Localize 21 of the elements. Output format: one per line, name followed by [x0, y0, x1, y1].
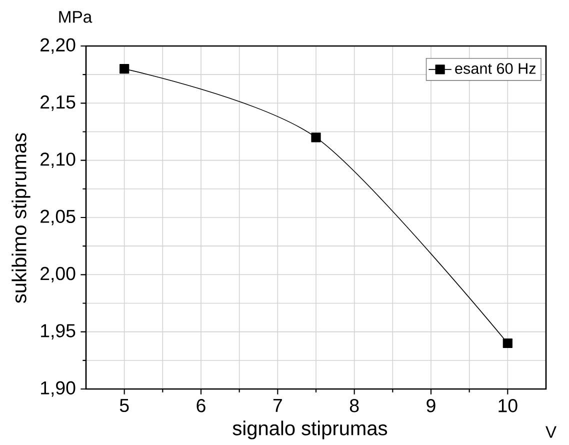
y-tick-label: 2,15 — [40, 95, 76, 111]
y-tick-label: 2,05 — [40, 210, 76, 226]
x-tick-label: 9 — [426, 399, 436, 412]
point — [120, 64, 130, 74]
x-tick-label: 10 — [498, 399, 518, 412]
text: MPa — [59, 11, 92, 23]
y-tick-label: 2,00 — [40, 266, 76, 282]
x-axis-title: signalo stiprumas — [232, 420, 388, 440]
x-tick-label: 7 — [273, 399, 282, 412]
y-tick-label: 1,95 — [41, 324, 76, 340]
legend-label: esant 60 Hz — [455, 63, 536, 74]
y-axis-title: sukibimo stiprumas — [12, 133, 30, 304]
x-tick-label: 5 — [120, 399, 129, 412]
point — [502, 338, 512, 348]
x-tick-label: 8 — [350, 399, 359, 412]
x-tick-label: 6 — [196, 399, 206, 412]
y-tick-label: 2,10 — [40, 152, 76, 168]
text: V — [546, 426, 556, 438]
point — [311, 132, 321, 142]
y-tick-label: 2,20 — [40, 38, 76, 54]
y-tick-label: 1,90 — [41, 381, 76, 397]
